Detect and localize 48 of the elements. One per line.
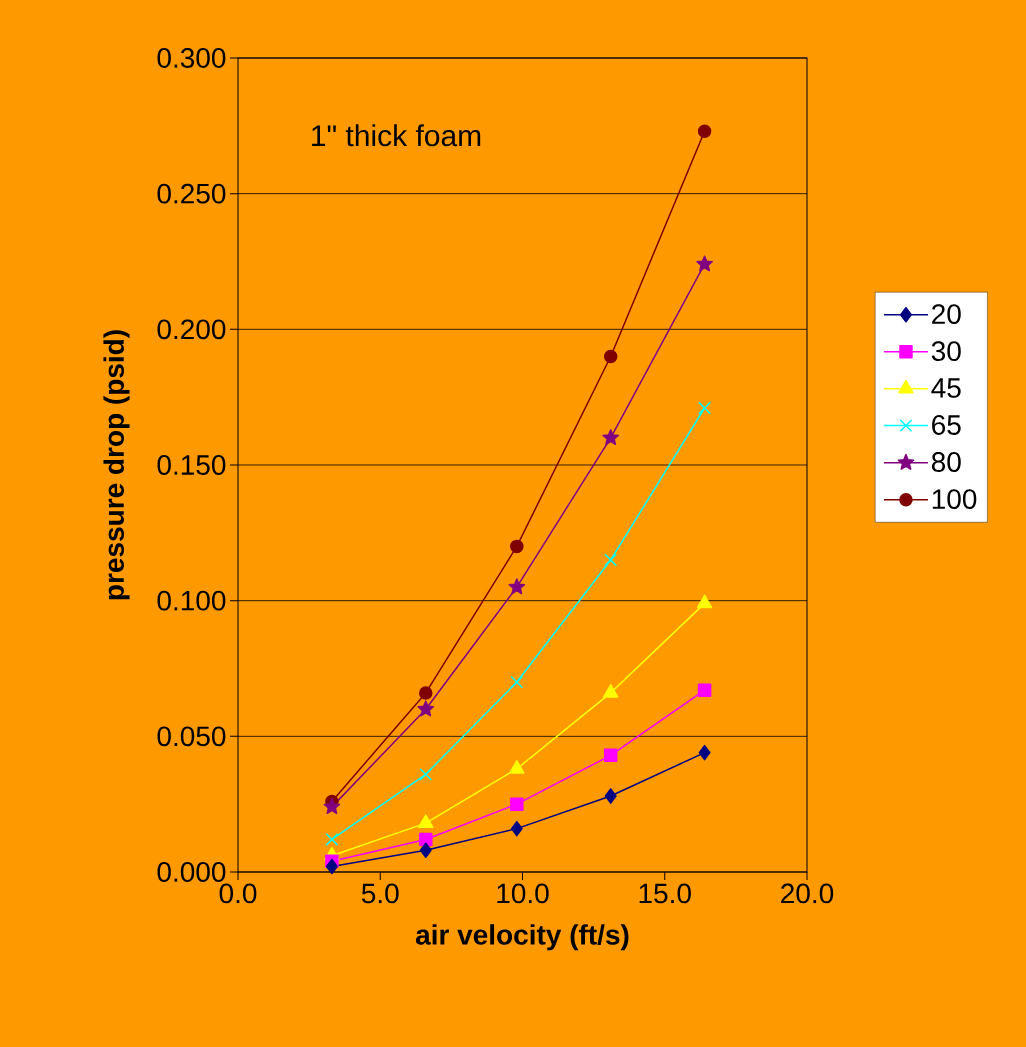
point [604, 553, 618, 567]
y-tick-label: 0.000 [157, 862, 226, 882]
y-tick-label: 0.150 [157, 455, 226, 475]
point [419, 832, 433, 847]
legend-label: 30 [931, 341, 961, 362]
point [604, 788, 617, 804]
point [509, 760, 525, 774]
y-axis-title: pressure drop (psid) [103, 330, 130, 600]
point [602, 429, 620, 446]
point [696, 255, 713, 272]
legend-label: 20 [932, 304, 961, 325]
point [510, 539, 524, 554]
point [418, 814, 434, 828]
y-tick-label: 0.100 [157, 590, 226, 611]
point [419, 686, 433, 700]
point [325, 833, 339, 846]
point [325, 858, 338, 875]
point [510, 797, 524, 811]
x-axis-title: air velocity (ft/s) [415, 924, 629, 951]
point [323, 798, 341, 815]
point [510, 820, 523, 837]
point [603, 349, 618, 364]
legend-label: 45 [931, 378, 961, 398]
point [508, 578, 526, 595]
point [698, 744, 711, 761]
legend-label: 80 [931, 452, 961, 472]
legend-label: 65 [932, 415, 961, 435]
point [603, 748, 618, 763]
x-tick-label: 5.0 [361, 883, 399, 904]
point [419, 842, 432, 859]
point [417, 700, 435, 717]
point [698, 401, 711, 415]
x-tick-label: 0.0 [219, 883, 257, 904]
y-tick-label: 0.250 [157, 183, 226, 204]
y-tick-label: 0.050 [157, 726, 226, 747]
point [603, 684, 619, 698]
x-tick-label: 15.0 [639, 883, 691, 904]
point [697, 124, 712, 138]
y-tick-label: 0.300 [157, 48, 226, 68]
x-tick-label: 20.0 [781, 883, 834, 904]
y-tick-label: 0.200 [157, 319, 226, 340]
x-tick-label: 10.0 [497, 883, 549, 904]
point [697, 683, 712, 697]
annotation: 1" thick foam [312, 124, 481, 147]
point [510, 675, 524, 689]
legend-label: 100 [932, 489, 977, 509]
point [696, 594, 713, 609]
point [419, 767, 433, 781]
